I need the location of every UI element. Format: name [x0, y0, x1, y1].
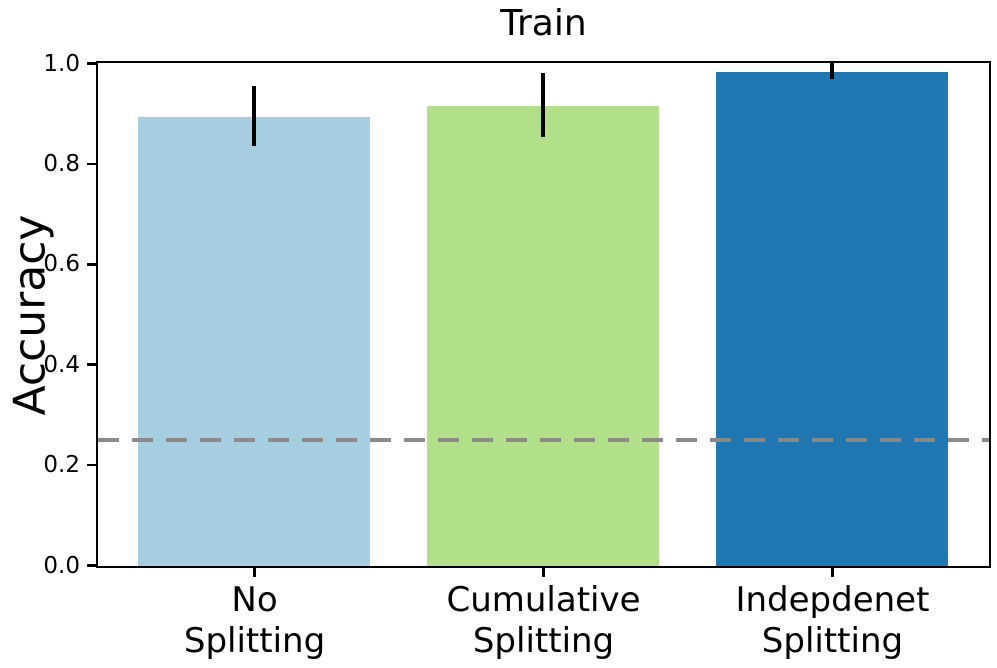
- y-tick-mark: [87, 162, 96, 166]
- x-tick-mark: [253, 568, 256, 577]
- y-tick-mark: [87, 263, 96, 266]
- y-tick-label: 0.4: [43, 351, 80, 378]
- y-axis-label: Accuracy: [4, 214, 56, 416]
- error-bar-indepdenet-splitting: [830, 63, 834, 79]
- chart-title: Train: [500, 3, 587, 44]
- bar-cumulative-splitting: [427, 105, 659, 566]
- x-tick-label-no-splitting: No Splitting: [183, 580, 326, 661]
- y-tick-mark: [87, 463, 96, 467]
- x-tick-mark: [542, 568, 545, 577]
- y-tick-label: 0.6: [43, 251, 80, 278]
- reference-line: [98, 437, 989, 442]
- bar-no-splitting: [138, 116, 370, 566]
- x-tick-mark: [831, 568, 834, 577]
- plot-area: [96, 61, 991, 568]
- x-tick-label-cumulative-splitting: Cumulative Splitting: [446, 580, 641, 661]
- error-bar-cumulative-splitting: [541, 72, 545, 137]
- x-tick-label-indepdenet-splitting: Indepdenet Splitting: [735, 580, 930, 661]
- y-tick-label: 1.0: [43, 50, 80, 77]
- y-tick-mark: [87, 62, 96, 65]
- error-bar-no-splitting: [252, 85, 256, 146]
- bar-indepdenet-splitting: [716, 71, 948, 566]
- y-tick-label: 0.8: [43, 150, 80, 177]
- y-tick-label: 0.2: [43, 452, 80, 479]
- y-tick-mark: [87, 564, 96, 567]
- y-tick-mark: [87, 363, 96, 366]
- y-tick-label: 0.0: [43, 552, 80, 579]
